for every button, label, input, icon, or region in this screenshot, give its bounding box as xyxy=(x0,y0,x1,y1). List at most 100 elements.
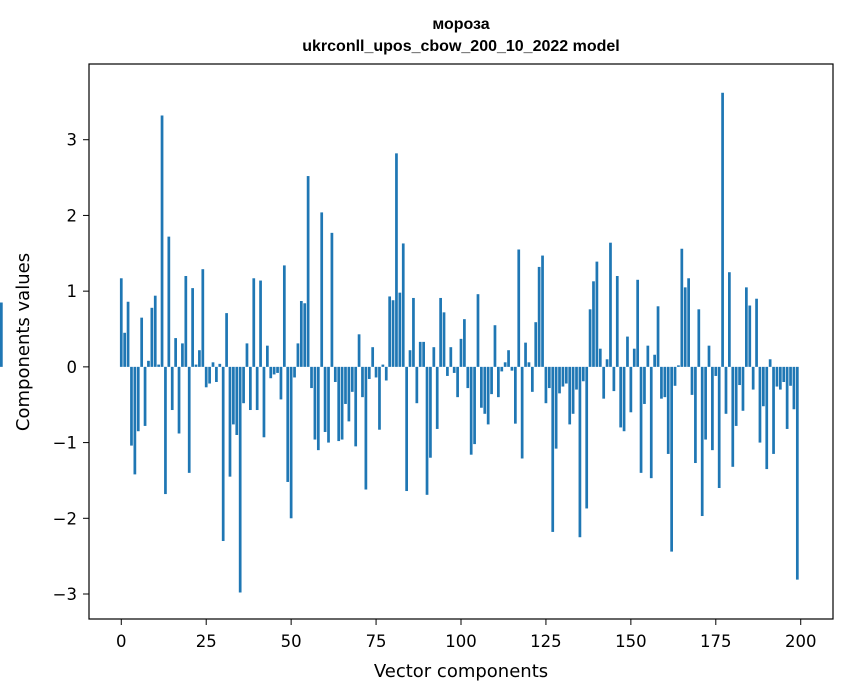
bar xyxy=(717,366,721,489)
bar xyxy=(690,366,694,395)
bar xyxy=(653,354,656,367)
bar xyxy=(551,366,555,532)
bar xyxy=(751,366,755,390)
bar xyxy=(578,366,582,538)
bar xyxy=(517,249,521,367)
chart-title: мороза xyxy=(432,16,489,33)
bar xyxy=(711,366,714,451)
bar xyxy=(425,366,429,495)
bar xyxy=(133,366,137,475)
y-tick-label: 1 xyxy=(67,282,78,301)
bar xyxy=(228,366,232,477)
bar xyxy=(136,366,140,432)
bar xyxy=(473,366,476,445)
bar xyxy=(395,153,398,367)
bar xyxy=(571,366,575,414)
bar xyxy=(174,338,177,367)
y-tick-label: 3 xyxy=(67,131,78,150)
bar xyxy=(201,269,205,367)
bar xyxy=(622,366,626,432)
bar xyxy=(412,297,415,367)
bar xyxy=(632,348,636,367)
bar xyxy=(289,366,293,519)
bar xyxy=(741,366,745,411)
bar xyxy=(609,242,612,367)
bar xyxy=(592,281,595,367)
bar xyxy=(687,278,690,367)
bar xyxy=(694,366,697,464)
bar xyxy=(198,350,201,367)
bar xyxy=(347,366,351,422)
bar xyxy=(177,366,181,434)
bar xyxy=(401,243,405,367)
bar xyxy=(286,366,290,482)
bar xyxy=(524,342,527,367)
bar xyxy=(795,366,799,580)
bar xyxy=(452,366,456,373)
bar xyxy=(510,366,514,371)
bar xyxy=(670,366,673,552)
bar xyxy=(187,366,191,473)
bar xyxy=(544,366,548,404)
bar xyxy=(249,366,252,411)
bar xyxy=(446,366,449,376)
bar xyxy=(486,366,490,425)
bar xyxy=(255,366,259,411)
bar xyxy=(554,366,558,449)
bar xyxy=(361,366,364,398)
bar xyxy=(615,276,619,367)
bar xyxy=(541,255,544,367)
bar xyxy=(282,265,286,367)
bar xyxy=(534,322,538,367)
bar xyxy=(429,366,432,458)
bar xyxy=(170,366,174,411)
bar xyxy=(707,345,711,367)
bar xyxy=(680,248,684,367)
bar xyxy=(588,309,592,367)
bar xyxy=(734,366,738,426)
bar xyxy=(530,366,534,392)
plot-frame xyxy=(88,63,834,620)
bar xyxy=(150,307,154,367)
bar xyxy=(327,366,330,443)
bar xyxy=(575,366,578,390)
bar xyxy=(714,366,718,376)
bar xyxy=(211,362,215,367)
bar xyxy=(167,236,171,367)
bar xyxy=(762,366,765,407)
bar xyxy=(194,364,198,367)
bar xyxy=(310,366,313,389)
bar xyxy=(792,366,796,410)
bar xyxy=(337,366,341,442)
bar xyxy=(235,366,239,435)
bar xyxy=(422,341,425,367)
bar xyxy=(564,366,568,384)
y-tick-label: 0 xyxy=(67,358,78,377)
bar xyxy=(619,366,623,428)
bar xyxy=(0,302,3,367)
bar xyxy=(340,366,344,440)
x-tick-label: 0 xyxy=(116,632,127,651)
bar xyxy=(748,305,752,367)
bar xyxy=(313,366,317,440)
bar xyxy=(493,325,497,367)
bar xyxy=(700,366,704,517)
bar xyxy=(388,296,392,367)
bar xyxy=(629,366,633,413)
bar xyxy=(164,366,167,495)
bar xyxy=(789,366,792,386)
bar xyxy=(184,276,188,367)
bar xyxy=(415,366,419,404)
bar xyxy=(558,366,561,394)
bar xyxy=(391,300,395,367)
bar xyxy=(408,350,412,367)
bar xyxy=(476,294,480,367)
bar xyxy=(768,359,772,367)
y-tick-label: −3 xyxy=(53,585,77,604)
chart-subtitle: ukrconll_upos_cbow_200_10_2022 model xyxy=(302,38,619,55)
x-axis-label: Vector components xyxy=(374,661,548,682)
bar xyxy=(772,366,775,454)
bar xyxy=(181,343,184,367)
bar xyxy=(157,364,160,367)
bar xyxy=(204,366,208,388)
